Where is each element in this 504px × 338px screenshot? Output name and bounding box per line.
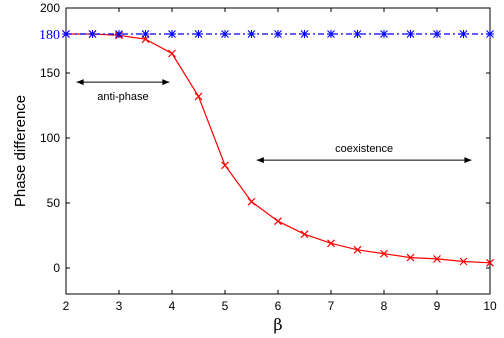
series-1-point [88,30,97,38]
series-1-point [115,30,123,38]
star-marker [486,30,494,38]
y-tick-label: 150 [40,66,60,80]
x-marker [194,92,203,101]
annotation-1: coexistence [256,143,472,164]
star-marker [433,30,441,38]
star-marker [247,30,256,38]
series-0-point [406,253,415,262]
series-0-point [221,161,229,170]
x-marker [300,230,309,239]
star-marker [115,30,123,38]
star-marker [300,30,309,38]
series-0-point [168,49,176,58]
x-marker [221,161,229,170]
series-1-point [380,30,388,38]
x-marker [327,239,335,248]
y-tick-label: 200 [40,1,60,15]
series-layer: 180 [39,28,494,267]
series-1-point [486,30,494,38]
annotation-label: anti-phase [97,91,148,103]
x-tick-label: 3 [116,299,123,313]
y-tick-label: 50 [47,196,61,210]
annotation-0: anti-phase [76,79,170,103]
arrowhead-right [162,79,170,86]
annotation-label: coexistence [335,143,393,155]
x-tick-label: 2 [63,299,70,313]
series-0-point [194,92,203,101]
star-marker [141,30,150,38]
series-0-line [66,33,491,264]
x-tick-label: 6 [275,299,282,313]
star-marker [62,30,70,38]
series-1-point [327,30,335,38]
x-marker [247,197,256,206]
star-marker [406,30,415,38]
x-tick-label: 5 [222,299,229,313]
star-marker [459,30,468,38]
reference-value-label: 180 [39,28,60,43]
arrowhead-right [464,157,472,164]
x-marker [433,254,441,263]
x-marker [406,253,415,262]
x-marker [459,257,468,266]
x-tick-label: 10 [483,299,497,313]
x-tick-label: 8 [381,299,388,313]
x-tick-label: 9 [434,299,441,313]
series-1-point [247,30,256,38]
star-marker [194,30,203,38]
star-marker [221,30,229,38]
y-tick-label: 100 [40,131,60,145]
series-1-point [300,30,309,38]
y-axis-label: Phase difference [12,95,29,207]
series-0-point [247,197,256,206]
series-1-point [141,30,150,38]
x-marker [486,258,494,267]
star-marker [274,30,282,38]
x-marker [274,217,282,226]
x-marker [168,49,176,58]
series-0-point [459,257,468,266]
series-1-point [433,30,441,38]
series-0-point [274,217,282,226]
series-1-point [62,30,70,38]
series-1-point [274,30,282,38]
arrowhead-left [256,157,264,164]
x-marker [380,249,388,258]
star-marker [88,30,97,38]
series-1-point [459,30,468,38]
annotation-layer: anti-phase coexistence [76,79,472,164]
star-marker [327,30,335,38]
series-0-point [300,230,309,239]
plot-frame [65,7,491,295]
x-axis-label: β [273,315,282,334]
series-0-point [380,249,388,258]
series-1-point [406,30,415,38]
series-1-point [168,30,176,38]
series-0-point [433,254,441,263]
series-0-point [486,258,494,267]
star-marker [380,30,388,38]
series-1-point [221,30,229,38]
series-1-point [353,30,362,38]
series-0-point [353,245,362,254]
y-tick-label: 0 [53,261,60,275]
x-tick-label: 4 [169,299,176,313]
x-marker [353,245,362,254]
x-tick-label: 7 [328,299,335,313]
star-marker [168,30,176,38]
arrowhead-left [76,79,84,86]
series-1-point [194,30,203,38]
star-marker [353,30,362,38]
series-0-point [327,239,335,248]
